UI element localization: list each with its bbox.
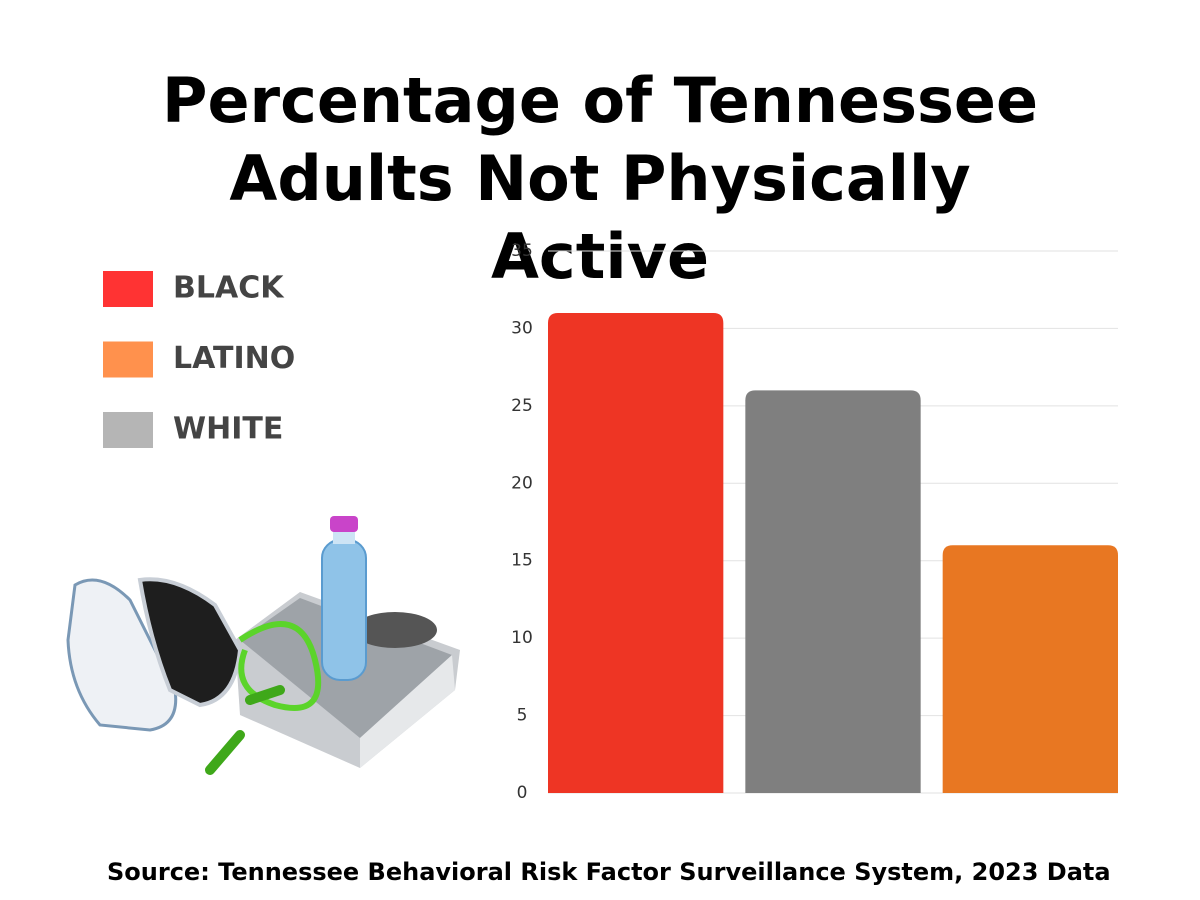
- bar: [548, 312, 724, 793]
- jump-rope: [238, 621, 322, 711]
- scale-dial: [353, 612, 437, 648]
- legend-swatch: [103, 412, 153, 448]
- shoe-left: [66, 578, 178, 732]
- source: Source: Tennessee Behavioral Risk Factor…: [107, 858, 1111, 886]
- y-tick-label: 20: [511, 473, 533, 493]
- bottle: [321, 539, 367, 681]
- scale-side: [360, 655, 455, 768]
- y-tick-label: 15: [511, 551, 533, 571]
- bar: [745, 390, 921, 793]
- chart-title: Percentage of Tennessee Adults Not Physi…: [162, 64, 1038, 293]
- y-tick-label: 10: [511, 628, 533, 648]
- legend-label: WHITE: [173, 412, 283, 447]
- y-tick-label: 30: [511, 318, 533, 338]
- bottle-neck: [333, 530, 355, 544]
- legend-label: BLACK: [173, 271, 285, 306]
- bottle-cap: [330, 516, 358, 532]
- legend-swatch: [103, 271, 153, 307]
- legend-swatch: [103, 341, 153, 378]
- y-tick-label: 0: [517, 783, 528, 803]
- shoe-right: [137, 577, 243, 708]
- rope-handle: [205, 730, 245, 775]
- fitness-illustration: [66, 516, 460, 775]
- y-tick-label: 5: [517, 706, 528, 726]
- bar: [942, 545, 1118, 793]
- y-tick-label: 25: [511, 396, 533, 416]
- y-tick-label: 35: [511, 241, 533, 261]
- legend-label: LATINO: [173, 341, 295, 376]
- rope-handle: [245, 685, 285, 705]
